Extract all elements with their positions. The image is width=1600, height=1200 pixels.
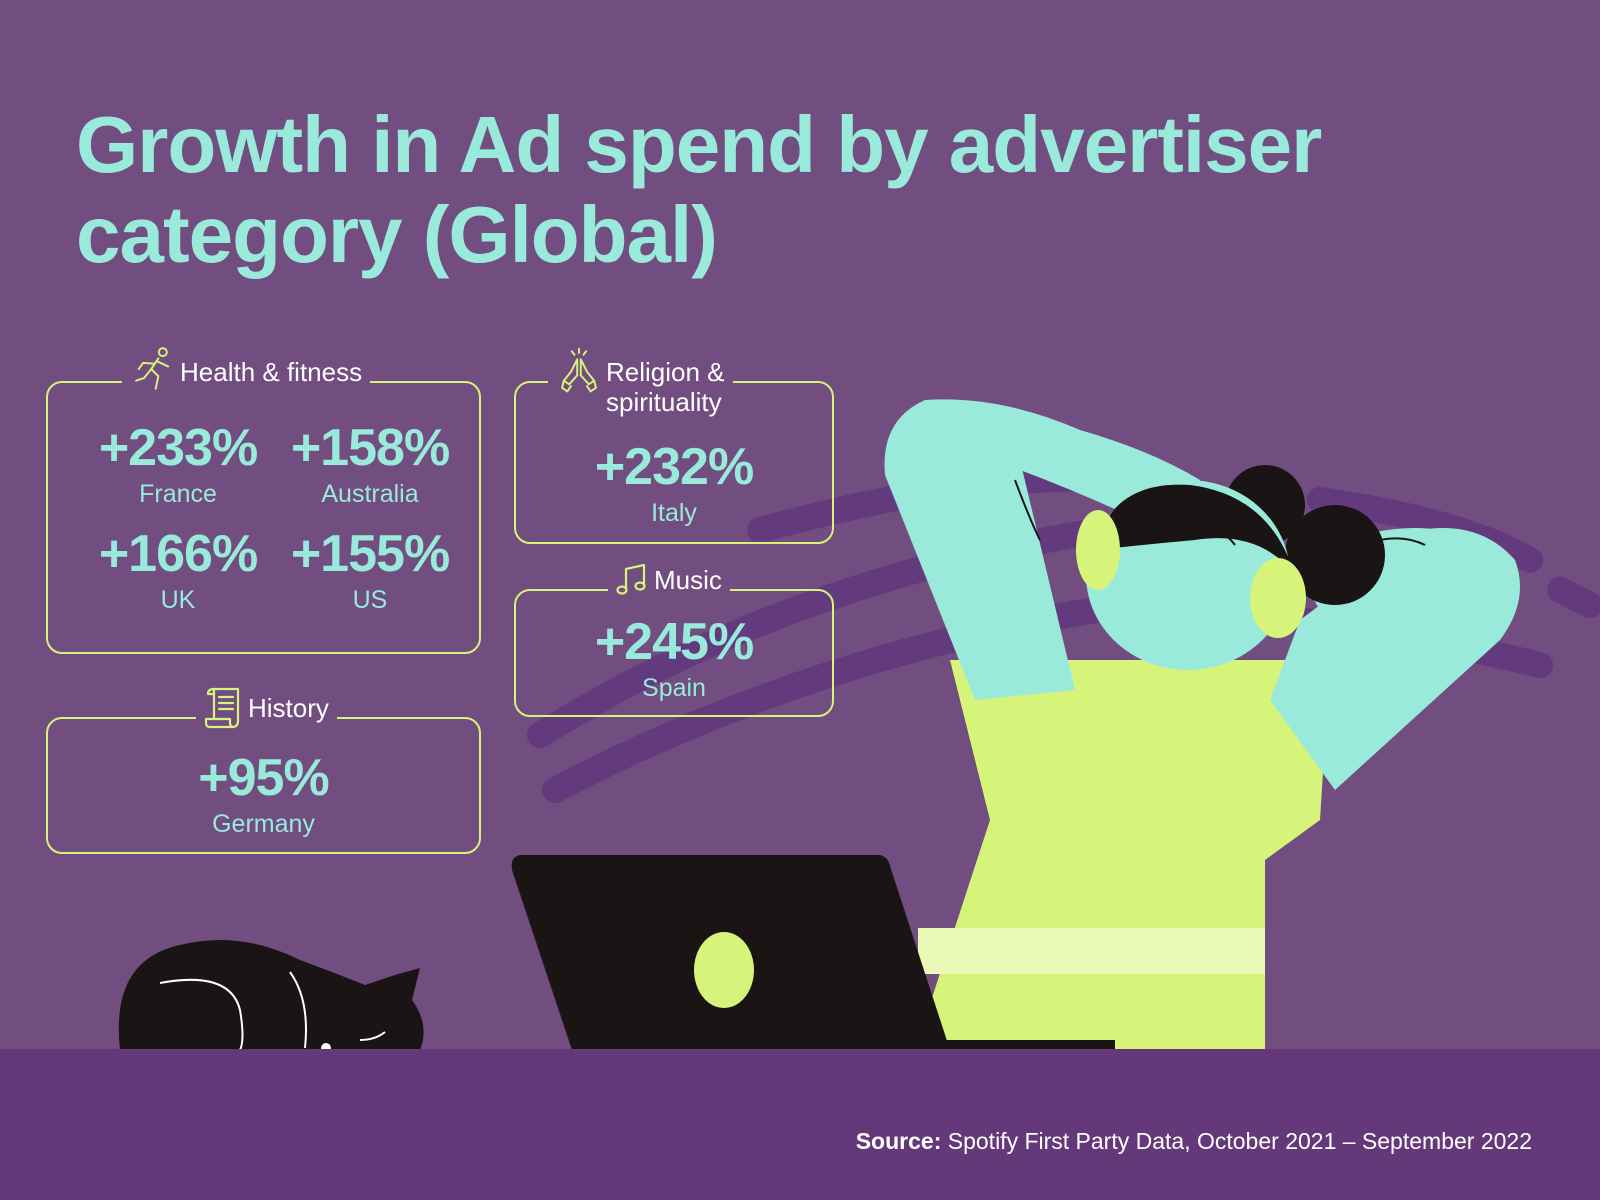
card-header: Health & fitness (122, 347, 371, 395)
card-history: History +95% Germany (46, 687, 481, 854)
stat-label: US (352, 586, 388, 614)
card-religion-spirituality: Religion & spirituality +232% Italy (514, 347, 834, 544)
stat-label: UK (160, 586, 196, 614)
card-label-line2: spirituality (606, 387, 722, 417)
running-person-icon (130, 345, 176, 395)
card-music: Music +245% Spain (514, 563, 834, 717)
card-label: Health & fitness (180, 357, 363, 387)
music-note-icon (616, 559, 650, 599)
stat-value: +158% (290, 419, 450, 477)
stat-spain: +245% Spain (516, 613, 832, 703)
source-text: Spotify First Party Data, October 2021 –… (941, 1128, 1532, 1154)
stat-value: +155% (290, 525, 450, 583)
stat-label: Germany (212, 810, 315, 838)
stat-value: +232% (594, 438, 754, 496)
footer-band (0, 1049, 1600, 1200)
stat-australia: +158% Australia (275, 419, 465, 509)
source-prefix: Source: (855, 1128, 942, 1154)
card-label: Music (654, 565, 722, 595)
stat-value: +233% (98, 419, 258, 477)
stat-label: Australia (321, 480, 419, 508)
scroll-icon (204, 681, 244, 731)
card-label: History (248, 693, 329, 723)
card-header: History (196, 687, 337, 731)
stat-italy: +232% Italy (516, 438, 832, 528)
stat-value: +245% (594, 613, 754, 671)
stat-label: Spain (642, 674, 706, 702)
stat-label: France (139, 480, 217, 508)
stat-germany: +95% Germany (48, 749, 479, 839)
stat-uk: +166% UK (83, 525, 273, 615)
stat-value: +166% (98, 525, 258, 583)
stat-us: +155% US (275, 525, 465, 615)
stat-value: +95% (198, 749, 329, 807)
card-label-line1: Religion & (606, 357, 725, 387)
source-note: Source: Spotify First Party Data, Octobe… (856, 1126, 1532, 1156)
page-title: Growth in Ad spend by advertiser categor… (76, 100, 1322, 279)
stat-label: Italy (651, 499, 697, 527)
card-header: Music (608, 563, 730, 599)
card-header: Religion & spirituality (548, 347, 733, 417)
stat-france: +233% France (83, 419, 273, 509)
praying-hands-icon (556, 345, 602, 395)
card-health-fitness: Health & fitness +233% France +158% Aust… (46, 347, 481, 654)
